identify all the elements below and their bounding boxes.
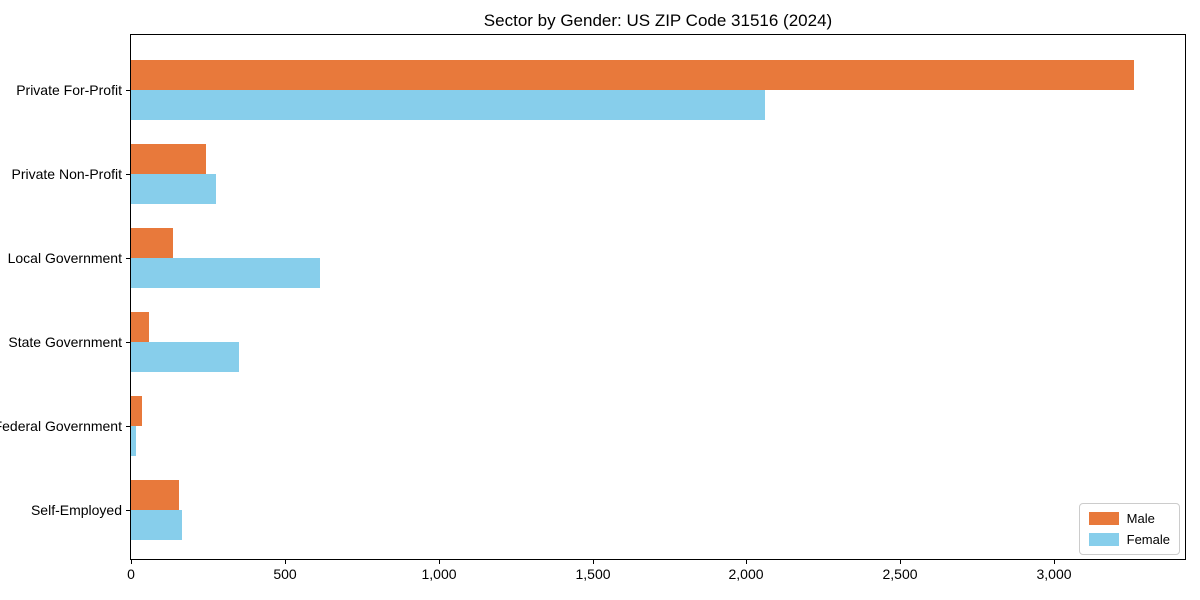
bar-male-private-for-profit <box>131 60 1134 90</box>
y-tick-label-local-government: Local Government <box>7 250 122 266</box>
x-tick-mark <box>1054 560 1055 564</box>
bar-male-private-non-profit <box>131 144 206 174</box>
bar-female-self-employed <box>131 510 182 540</box>
bar-male-self-employed <box>131 480 179 510</box>
y-tick-mark <box>126 426 130 427</box>
bar-female-private-non-profit <box>131 174 216 204</box>
bar-female-local-government <box>131 258 320 288</box>
x-tick-label-1000: 1,000 <box>421 566 457 582</box>
y-tick-label-private-for-profit: Private For-Profit <box>16 82 122 98</box>
plot-area: Male Female <box>130 34 1186 560</box>
x-tick-mark <box>285 560 286 564</box>
legend-item-male: Male <box>1088 511 1170 526</box>
legend-label-male: Male <box>1126 511 1155 526</box>
x-tick-mark <box>593 560 594 564</box>
legend: Male Female <box>1078 503 1180 555</box>
y-tick-mark <box>126 90 130 91</box>
legend-swatch-male-icon <box>1088 512 1119 525</box>
y-tick-label-federal-government: Federal Government <box>0 418 122 434</box>
y-tick-label-self-employed: Self-Employed <box>30 502 122 518</box>
legend-label-female: Female <box>1126 532 1170 547</box>
y-tick-mark <box>126 174 130 175</box>
x-tick-label-2000: 2,000 <box>728 566 764 582</box>
x-tick-label-0: 0 <box>127 566 135 582</box>
bar-female-private-for-profit <box>131 90 765 120</box>
y-tick-mark <box>126 258 130 259</box>
y-tick-mark <box>126 342 130 343</box>
x-tick-label-1500: 1,500 <box>575 566 611 582</box>
legend-swatch-female-icon <box>1088 533 1119 546</box>
x-tick-label-500: 500 <box>273 566 297 582</box>
x-tick-mark <box>439 560 440 564</box>
x-tick-label-3000: 3,000 <box>1036 566 1072 582</box>
bar-female-state-government <box>131 342 239 372</box>
x-tick-label-2500: 2,500 <box>882 566 918 582</box>
chart-title: Sector by Gender: US ZIP Code 31516 (202… <box>483 11 833 30</box>
bar-male-local-government <box>131 228 173 258</box>
legend-item-female: Female <box>1088 532 1170 547</box>
y-tick-label-state-government: State Government <box>8 334 122 350</box>
y-tick-label-private-non-profit: Private Non-Profit <box>11 166 122 182</box>
y-tick-mark <box>126 510 130 511</box>
bar-female-federal-government <box>131 426 136 456</box>
x-tick-mark <box>131 560 132 564</box>
x-tick-mark <box>746 560 747 564</box>
x-tick-mark <box>900 560 901 564</box>
bar-male-federal-government <box>131 396 142 426</box>
bar-male-state-government <box>131 312 149 342</box>
